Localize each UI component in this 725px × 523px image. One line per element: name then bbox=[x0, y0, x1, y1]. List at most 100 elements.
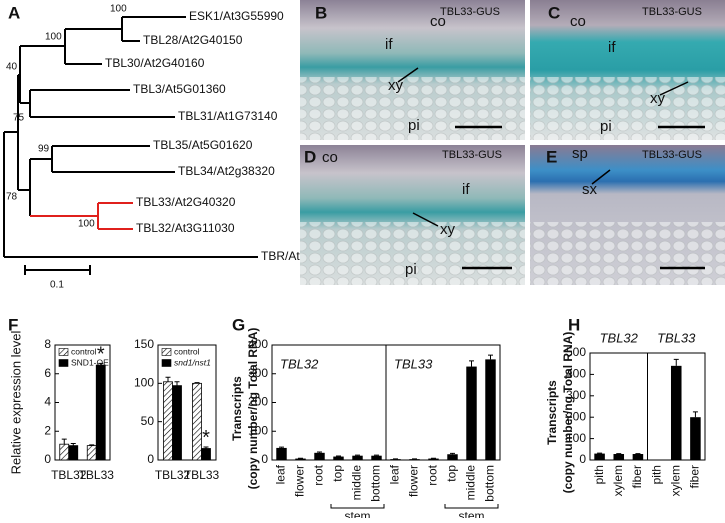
bootstrap: 100 bbox=[78, 219, 95, 230]
x-tick-label: root bbox=[312, 464, 326, 485]
bar bbox=[69, 446, 78, 460]
legend-label: SND1-OE bbox=[71, 357, 109, 367]
tissue-label: if bbox=[608, 39, 616, 56]
error-bar bbox=[279, 447, 284, 448]
cell-texture bbox=[530, 222, 725, 285]
error-bar bbox=[336, 456, 341, 457]
y-tick-label: 0 bbox=[261, 452, 268, 466]
bar bbox=[193, 383, 202, 460]
x-tick-label: bottom bbox=[369, 465, 383, 502]
legend-label: snd1/nst1 bbox=[174, 357, 211, 367]
leaf-label: TBL30/At2G40160 bbox=[105, 56, 205, 70]
x-tick-label: top bbox=[445, 465, 459, 482]
legend-swatch bbox=[59, 349, 68, 356]
bar bbox=[690, 417, 701, 460]
leaf-label: TBL33/At2G40320 bbox=[136, 195, 236, 209]
tissue-label: co bbox=[570, 13, 586, 30]
panel-label: D bbox=[304, 147, 316, 166]
x-tick-label: TBL33 bbox=[184, 468, 220, 482]
bar bbox=[466, 367, 476, 460]
error-bar bbox=[450, 453, 455, 454]
x-tick-label: fiber bbox=[630, 465, 644, 488]
stain-label: TBL33-GUS bbox=[442, 149, 502, 161]
panel-label: A bbox=[8, 3, 20, 22]
leaf-label: ESK1/At3G55990 bbox=[189, 9, 284, 23]
bar bbox=[96, 365, 105, 460]
bracket-label: stem bbox=[458, 509, 484, 518]
tissue-label: co bbox=[430, 13, 446, 30]
bracket-label: stem bbox=[344, 509, 370, 518]
bootstrap: 99 bbox=[38, 144, 50, 155]
bootstrap: 78 bbox=[6, 192, 18, 203]
bar bbox=[295, 459, 305, 460]
stain-label: TBL33-GUS bbox=[440, 6, 500, 18]
bar bbox=[594, 454, 605, 460]
legend-swatch bbox=[59, 360, 68, 367]
x-tick-label: flower bbox=[407, 465, 421, 497]
error-bar bbox=[166, 377, 171, 382]
bar bbox=[613, 454, 624, 460]
x-tick-label: top bbox=[331, 465, 345, 482]
bar bbox=[671, 366, 682, 460]
bar bbox=[164, 382, 173, 460]
tissue-label: pi bbox=[405, 261, 417, 278]
legend-label: control bbox=[174, 346, 200, 356]
bar bbox=[333, 457, 343, 460]
leaf-label: TBL35/At5G01620 bbox=[153, 138, 253, 152]
y-tick-label: 100 bbox=[134, 376, 154, 390]
panel-label: E bbox=[546, 147, 557, 166]
x-tick-label: flower bbox=[293, 465, 307, 497]
x-tick-label: xylem bbox=[611, 465, 625, 496]
x-tick-label: middle bbox=[350, 465, 364, 501]
legend-swatch bbox=[162, 360, 171, 367]
error-bar bbox=[674, 359, 679, 365]
stain-label: TBL33-GUS bbox=[642, 6, 702, 18]
y-tick-label: 8 bbox=[44, 337, 51, 351]
bracket bbox=[331, 504, 384, 508]
leaf-label: TBL32/At3G11030 bbox=[136, 221, 235, 235]
leaf-label: TBL31/At1G73140 bbox=[178, 109, 278, 123]
bootstrap: 40 bbox=[6, 62, 18, 73]
bootstrap: 75 bbox=[13, 113, 25, 124]
y-tick-label: 4 bbox=[44, 395, 51, 409]
bootstrap: 100 bbox=[110, 4, 127, 15]
legend-label: control bbox=[71, 346, 97, 356]
tissue-label: pi bbox=[600, 118, 612, 135]
x-tick-label: TBL33 bbox=[79, 468, 115, 482]
group-label: TBL32 bbox=[600, 330, 639, 345]
bar bbox=[352, 456, 362, 460]
error-bar bbox=[374, 455, 379, 456]
y-tick-label: 150 bbox=[134, 337, 154, 351]
leaf-label: TBL3/At5G01360 bbox=[133, 82, 226, 96]
y-tick-label: 0 bbox=[44, 452, 51, 466]
bracket bbox=[445, 504, 498, 508]
tissue-label: pi bbox=[408, 117, 420, 134]
y-tick-label: 50 bbox=[141, 414, 155, 428]
bar bbox=[447, 454, 457, 460]
x-tick-label: fiber bbox=[688, 465, 702, 488]
error-bar bbox=[469, 361, 474, 367]
y-axis-label: Relative expression level bbox=[8, 330, 23, 474]
tissue-label: sp bbox=[572, 145, 588, 162]
bootstrap: 100 bbox=[45, 32, 62, 43]
scale-label: 0.1 bbox=[50, 280, 64, 291]
error-bar bbox=[693, 412, 698, 417]
bar bbox=[276, 448, 286, 460]
y-tick-label: 2 bbox=[44, 423, 51, 437]
x-tick-label: pith bbox=[649, 465, 663, 484]
bar bbox=[314, 453, 324, 460]
stain-label: TBL33-GUS bbox=[642, 149, 702, 161]
bar bbox=[633, 454, 644, 460]
x-tick-label: xylem bbox=[668, 465, 682, 496]
y-tick-label: 6 bbox=[44, 366, 51, 380]
x-tick-label: leaf bbox=[274, 464, 288, 484]
error-bar bbox=[488, 355, 493, 359]
bar bbox=[428, 459, 438, 460]
cell-texture bbox=[530, 77, 725, 140]
x-tick-label: middle bbox=[464, 465, 478, 501]
leaf-label: TBL28/At2G40150 bbox=[143, 33, 243, 47]
